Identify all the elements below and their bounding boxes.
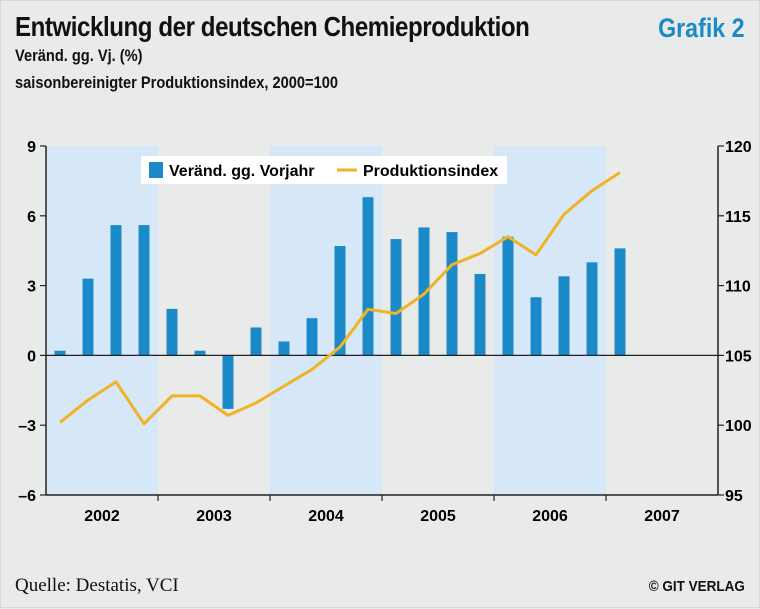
legend-box [141, 156, 507, 184]
bar-2005-Q3 [446, 232, 458, 356]
bar-2002-Q3 [110, 225, 122, 356]
bar-2006-Q2 [530, 297, 542, 356]
index-line [59, 171, 621, 426]
figure-badge: Grafik 2 [658, 13, 745, 43]
bar-2002-Q2 [82, 278, 94, 356]
bar-2005-Q1 [390, 239, 402, 356]
bar-2003-Q2 [194, 350, 206, 356]
right-tick-label: 110 [725, 279, 751, 296]
right-tick-label: 105 [725, 348, 752, 365]
left-tick-label: 3 [27, 279, 36, 296]
legend-bar-swatch [149, 162, 163, 178]
chart-title: Entwicklung der deutschen Chemieprodukti… [15, 11, 530, 42]
bar-2006-Q4 [586, 262, 598, 356]
bar-2003-Q4 [250, 327, 262, 356]
legend-line-label: Produktionsindex [363, 163, 498, 180]
bar-2006-Q1 [502, 236, 514, 356]
bar-2004-Q2 [306, 318, 318, 356]
copyright-note: © GIT VERLAG [648, 578, 745, 595]
right-tick-label: 115 [725, 209, 751, 226]
bar-2005-Q4 [474, 273, 486, 356]
bar-2002-Q1 [54, 350, 66, 356]
year-label-2003: 2003 [196, 508, 232, 525]
chart-subtitle-index: saisonbereinigter Produktionsindex, 2000… [15, 73, 338, 92]
year-label-2007: 2007 [644, 508, 680, 525]
left-tick-label: 9 [27, 139, 36, 156]
bar-2004-Q1 [278, 341, 290, 356]
right-tick-label: 120 [725, 139, 752, 156]
bar-2004-Q4 [362, 197, 374, 356]
legend-bar-label: Veränd. gg. Vorjahr [169, 163, 315, 180]
left-tick-label: –6 [18, 488, 36, 505]
right-tick-label: 100 [725, 418, 752, 435]
bar-2004-Q3 [334, 246, 346, 356]
chart-subtitle-unit: Veränd. gg. Vj. (%) [15, 46, 143, 65]
year-label-2002: 2002 [84, 508, 120, 525]
source-note: Quelle: Destatis, VCI [15, 575, 179, 596]
bar-2005-Q2 [418, 227, 430, 356]
right-tick-label: 95 [725, 488, 743, 505]
bar-2006-Q3 [558, 276, 570, 356]
left-tick-label: 0 [27, 348, 36, 365]
left-tick-label: 6 [27, 209, 36, 226]
left-tick-label: –3 [18, 418, 36, 435]
year-label-2004: 2004 [308, 508, 344, 525]
bar-2003-Q3 [222, 355, 234, 409]
year-label-2005: 2005 [420, 508, 456, 525]
bar-2002-Q4 [138, 225, 150, 356]
bar-2007-Q1 [614, 248, 626, 356]
year-label-2006: 2006 [532, 508, 568, 525]
bar-2003-Q1 [166, 308, 178, 356]
